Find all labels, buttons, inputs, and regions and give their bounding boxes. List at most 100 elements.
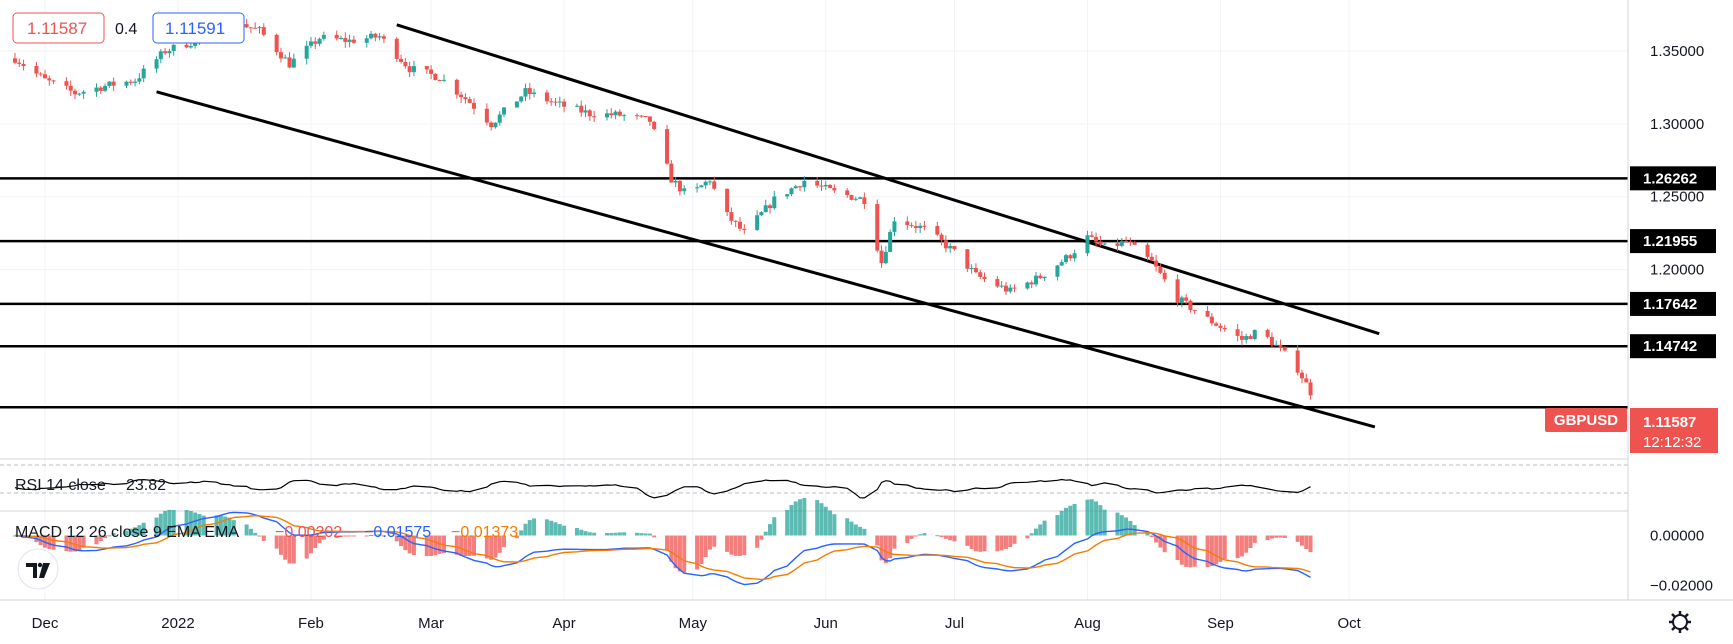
macd-hist-bar [935,535,940,537]
macd-axis-ticks: 0.00000 −0.02000 [1650,528,1713,595]
candle-body [1033,275,1038,285]
price-axis[interactable]: 1.35000 1.30000 1.25000 1.20000 1.26262 1.21… [1545,0,1733,600]
candle-body [673,180,678,183]
macd-hist-bar [459,535,464,556]
channel-lower-line[interactable] [156,90,1376,429]
candle-body [1282,346,1287,351]
macd-hist-bar [1098,505,1103,536]
macd-hist-bar [171,510,176,536]
candle-body [948,245,953,249]
candle-body [467,99,472,103]
macd-hist-bar [707,535,712,550]
macd-hist-bar [64,535,69,552]
spread-value: 0.4 [115,21,137,38]
candle-body [1295,350,1300,373]
candle-body [308,41,313,46]
candle-body [12,58,17,63]
macd-hist-bar [472,535,476,556]
macd-hist-bar [922,533,927,536]
bid-box[interactable] [12,12,105,44]
macd-hist-bar [1119,515,1124,536]
level-tag-text: 1.17642 [1643,296,1697,313]
candle-body [137,78,142,82]
candle-body [789,188,794,195]
macd-hist-bar [1029,533,1034,536]
symbol-tag[interactable]: GBPUSD [1545,408,1627,432]
candle-body [107,81,112,86]
macd-hist-bar [1128,520,1133,536]
candle-body [472,102,476,109]
candle-body [244,24,249,28]
macd-hist-bar [1094,501,1099,536]
macd-hist-bar [909,535,914,539]
candle-body [1008,287,1013,292]
macd-hist-bar [613,532,618,536]
candle-body [94,87,99,92]
rsi-legend[interactable]: RSI 14 close 23.82 [15,477,166,494]
candle-body [1175,279,1180,303]
candle-body [514,101,519,108]
y-tick-label: 1.35000 [1650,43,1704,60]
candle-body [587,110,592,117]
candle-body [1299,372,1304,379]
candle-body [364,38,369,43]
macd-hist-bar [158,513,163,536]
candle-body [725,188,730,213]
candle-body [484,108,489,123]
macd-hist-bar [1299,535,1304,546]
macd-hist-bar [1304,535,1309,550]
macd-hist-bar [334,535,339,538]
ask-box[interactable] [152,12,245,44]
candle-body [343,37,348,43]
macd-hist-bar [699,535,704,565]
candle-body [677,180,682,192]
macd-hist-bar [73,535,78,552]
macd-hist-bar [94,535,99,545]
macd-legend[interactable]: MACD 12 26 close 9 EMA EMA −0.00202 −0.0… [15,524,518,541]
macd-hist-bar [999,535,1004,551]
macd-hist-bar [1218,535,1223,562]
macd-hist-bar [1154,535,1159,543]
macd-hist-bar [429,535,434,557]
macd-hist-bar [862,528,867,536]
macd-hist-bar [283,535,288,560]
candle-body [68,85,73,91]
macd-hist-bar [879,535,884,561]
candle-body [1124,241,1129,243]
candle-body [1094,236,1099,242]
candle-body [759,212,764,216]
macd-hist-bar [544,519,549,536]
macd-hist-bar [609,532,614,536]
candle-body [17,62,22,64]
candle-body [1132,242,1137,245]
candle-body [879,250,884,264]
channel-upper-line[interactable] [396,23,1380,336]
macd-hist-bar [737,535,742,556]
macd-hist-bar [828,510,833,536]
macd-hist-bar [308,535,313,554]
candle-body [1025,282,1030,289]
candle-body [394,38,399,59]
macd-hist-bar [918,534,923,536]
macd-hist-bar [77,535,82,551]
macd-hist-bar [51,535,56,550]
candle-body [952,245,957,250]
macd-hist-bar [489,535,494,560]
logo-circle [17,548,59,590]
macd-hist-bar [948,535,953,541]
candle-body [905,221,910,226]
candle-body [703,181,708,186]
settings-gear-icon[interactable] [1669,611,1691,633]
time-axis-ticks: Dec 2022 Feb Mar Apr May Jun Jul Aug Sep Oct [32,615,1362,632]
symbol-tag-bg [1545,408,1627,432]
quote-header[interactable]: 1.11587 0.4 1.11591 [12,12,245,44]
macd-hist-bar [755,535,760,548]
candle-body [321,34,326,39]
countdown-text: 12:12:32 [1643,434,1701,451]
grid [0,0,1628,600]
time-axis[interactable]: Dec 2022 Feb Mar Apr May Jun Jul Aug Sep Oct [0,599,1733,644]
candle-body [737,221,742,229]
macd-hist-bar [729,535,734,555]
tradingview-logo[interactable] [17,548,59,590]
